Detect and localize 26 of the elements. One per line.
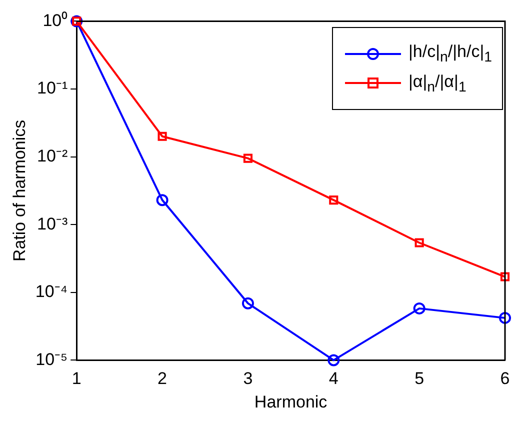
point (500, 272, 510, 282)
y-tick-label: 10⁰ (42, 10, 68, 30)
legend-label: |α|$_{n}$/|α|$_{1}$ (408, 72, 466, 95)
x-axis-title: Harmonic (254, 392, 328, 412)
x-tick-label: 3 (243, 369, 253, 388)
y-tick-label: 10⁻⁵ (36, 350, 68, 369)
point (329, 196, 338, 205)
y-tick-label: 10⁻² (37, 146, 68, 166)
y-tick-label: 10⁻³ (37, 214, 68, 234)
point (499, 312, 511, 324)
point (242, 297, 254, 310)
x-tick-label: 5 (414, 369, 424, 388)
point (328, 354, 340, 366)
x-tick-label: 4 (328, 369, 338, 388)
point (156, 194, 168, 206)
x-tick-label: 6 (500, 369, 510, 388)
point (243, 154, 253, 163)
y-axis-title: Ratio of harmonics (10, 120, 29, 262)
y-tick-label: 10⁻⁴ (35, 282, 68, 302)
point (414, 238, 424, 248)
y-tick-label: 10⁻¹ (37, 78, 68, 98)
legend-label: |h/c|$_{n}$/|h/c|$_{1}$ (408, 42, 492, 66)
x-tick-label: 1 (72, 369, 82, 388)
point (413, 302, 426, 314)
point (158, 132, 167, 141)
x-tick-label: 2 (158, 369, 168, 388)
